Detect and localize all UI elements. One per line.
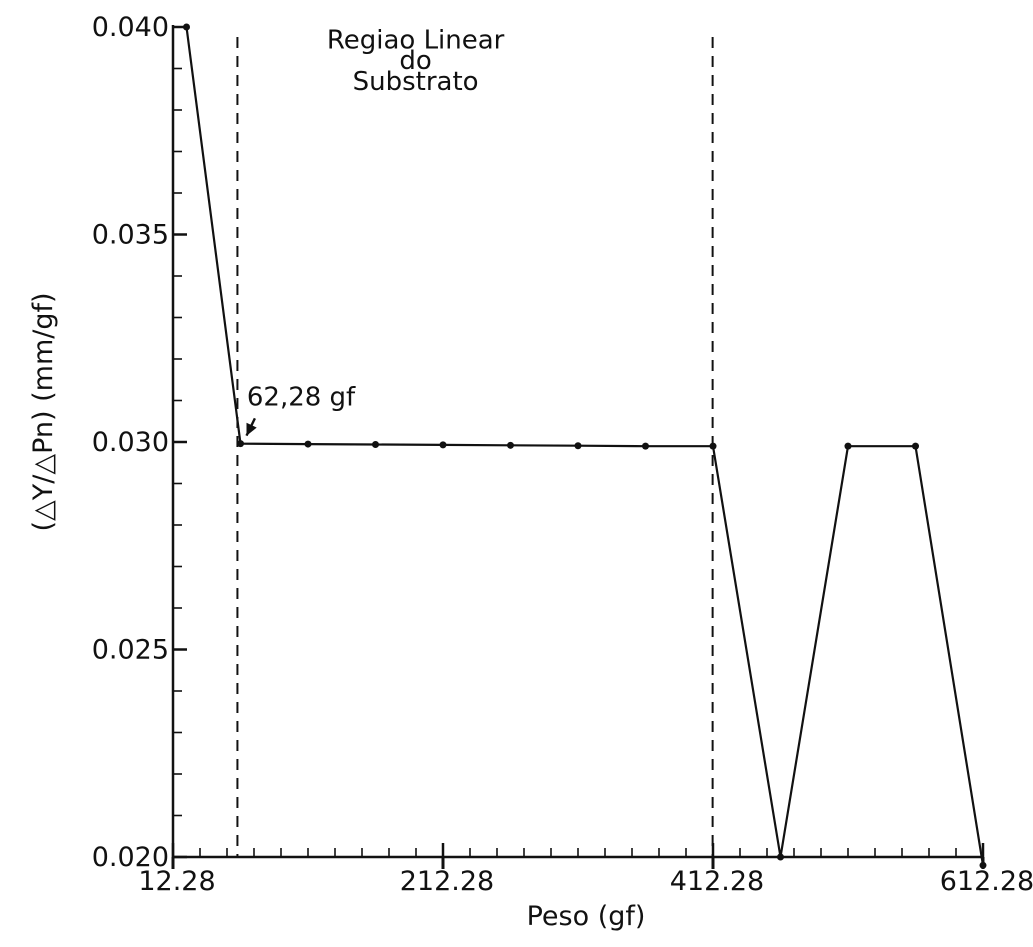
- x-tick-label: 412.28: [670, 866, 764, 897]
- data-point: [709, 442, 717, 450]
- data-point: [304, 440, 312, 448]
- annotation-text: Regiao Linear: [327, 25, 505, 55]
- data-point: [912, 442, 919, 450]
- y-tick-label: 0.030: [92, 427, 169, 458]
- data-point: [372, 440, 379, 448]
- y-tick-label: 0.040: [92, 12, 169, 43]
- data-point: [439, 441, 447, 449]
- x-tick-label: 212.28: [400, 866, 494, 897]
- annotation-text: do: [399, 46, 431, 76]
- data-point: [237, 440, 244, 448]
- data-point: [642, 442, 649, 450]
- y-tick-label: 0.025: [92, 635, 169, 666]
- x-tick-label: 612.28: [940, 866, 1033, 897]
- plot-area: 0.020 0.025 0.030 0.035 0.040 12.28 212.28 412.…: [28, 12, 1033, 932]
- y-tick-label: 0.035: [92, 220, 169, 251]
- x-axis-title: Peso (gf): [527, 901, 646, 932]
- x-tick-label: 12.28: [138, 866, 215, 897]
- y-axis-title: (△Y/△Pn) (mm/gf): [28, 292, 59, 531]
- annotation-text: 62,28 gf: [247, 382, 356, 412]
- data-point: [844, 442, 852, 450]
- data-point: [777, 853, 784, 861]
- data-point: [183, 23, 190, 31]
- data-point: [574, 442, 582, 450]
- y-tick-label: 0.020: [92, 842, 169, 873]
- data-point: [979, 861, 987, 869]
- annotation-text: Substrato: [353, 67, 479, 97]
- annotation-arrow-head: [246, 422, 257, 436]
- data-point: [507, 441, 514, 449]
